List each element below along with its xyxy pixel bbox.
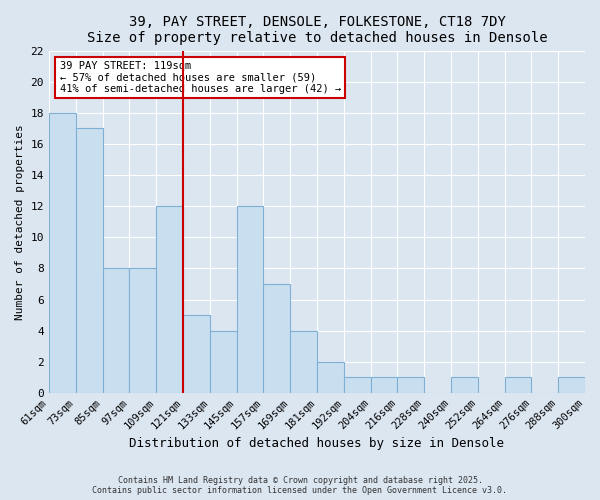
Bar bbox=[103, 268, 130, 393]
Text: Contains HM Land Registry data © Crown copyright and database right 2025.
Contai: Contains HM Land Registry data © Crown c… bbox=[92, 476, 508, 495]
Bar bbox=[49, 113, 76, 393]
Bar bbox=[130, 268, 156, 393]
Bar bbox=[558, 378, 585, 393]
Bar bbox=[76, 128, 103, 393]
Y-axis label: Number of detached properties: Number of detached properties bbox=[15, 124, 25, 320]
Bar bbox=[183, 315, 210, 393]
Text: 39 PAY STREET: 119sqm
← 57% of detached houses are smaller (59)
41% of semi-deta: 39 PAY STREET: 119sqm ← 57% of detached … bbox=[59, 61, 341, 94]
Bar bbox=[210, 330, 236, 393]
Bar bbox=[344, 378, 371, 393]
Bar bbox=[290, 330, 317, 393]
Bar bbox=[317, 362, 344, 393]
Bar bbox=[371, 378, 397, 393]
Title: 39, PAY STREET, DENSOLE, FOLKESTONE, CT18 7DY
Size of property relative to detac: 39, PAY STREET, DENSOLE, FOLKESTONE, CT1… bbox=[86, 15, 547, 45]
Bar bbox=[156, 206, 183, 393]
Bar bbox=[451, 378, 478, 393]
X-axis label: Distribution of detached houses by size in Densole: Distribution of detached houses by size … bbox=[130, 437, 505, 450]
Bar bbox=[263, 284, 290, 393]
Bar bbox=[397, 378, 424, 393]
Bar bbox=[505, 378, 532, 393]
Bar bbox=[236, 206, 263, 393]
